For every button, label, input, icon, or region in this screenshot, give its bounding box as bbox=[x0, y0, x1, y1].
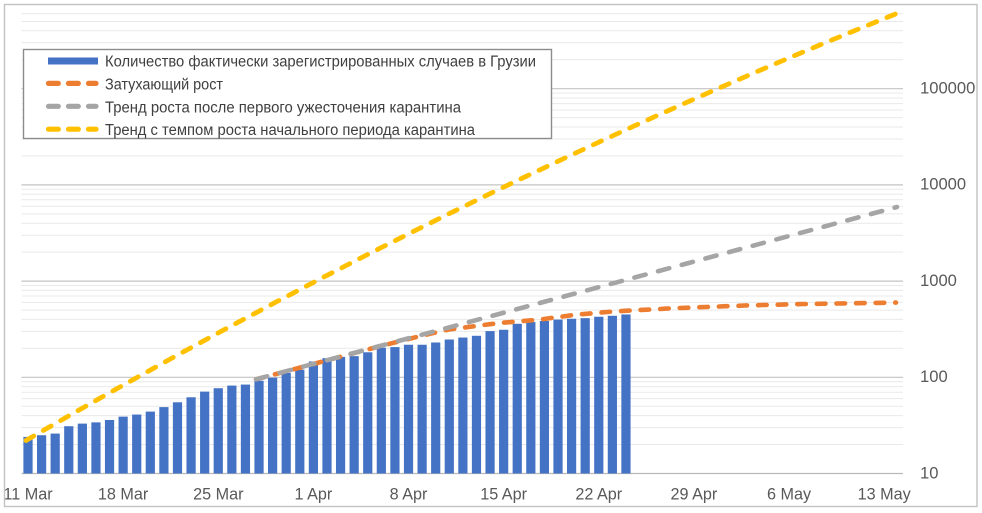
svg-text:22 Apr: 22 Apr bbox=[575, 486, 622, 504]
svg-text:6 May: 6 May bbox=[767, 486, 812, 504]
svg-text:25 Mar: 25 Mar bbox=[193, 486, 244, 504]
svg-text:1 Apr: 1 Apr bbox=[295, 486, 333, 504]
svg-text:1000: 1000 bbox=[920, 271, 957, 290]
svg-text:13 May: 13 May bbox=[858, 486, 912, 504]
svg-text:100: 100 bbox=[920, 367, 948, 386]
svg-text:Количество фактически зарегист: Количество фактически зарегистрированных… bbox=[105, 54, 536, 71]
svg-text:Тренд роста после первого ужес: Тренд роста после первого ужесточения ка… bbox=[105, 99, 461, 116]
svg-text:8 Apr: 8 Apr bbox=[390, 486, 428, 504]
svg-text:10: 10 bbox=[920, 463, 938, 482]
svg-text:Затухающий рост: Затухающий рост bbox=[105, 76, 223, 93]
svg-text:18 Mar: 18 Mar bbox=[98, 486, 149, 504]
svg-text:Тренд с темпом роста начальног: Тренд с темпом роста начального периода … bbox=[105, 122, 475, 139]
svg-text:15 Apr: 15 Apr bbox=[480, 486, 527, 504]
svg-text:10000: 10000 bbox=[920, 175, 966, 194]
svg-text:29 Apr: 29 Apr bbox=[670, 486, 717, 504]
svg-text:100000: 100000 bbox=[920, 79, 975, 98]
svg-text:11 Mar: 11 Mar bbox=[3, 486, 53, 504]
